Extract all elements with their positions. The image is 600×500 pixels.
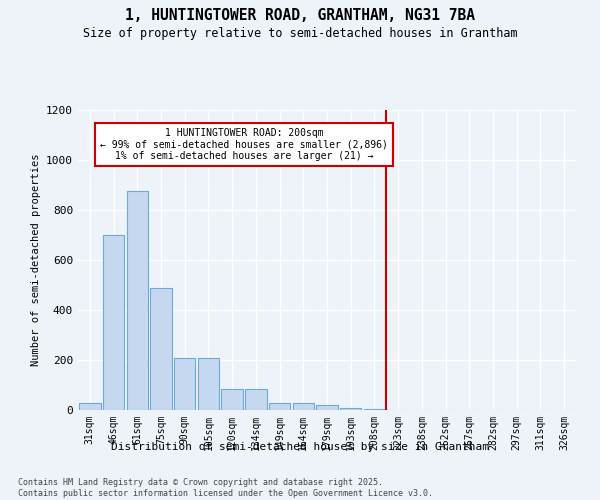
Bar xyxy=(127,191,148,410)
Text: Distribution of semi-detached houses by size in Grantham: Distribution of semi-detached houses by … xyxy=(111,442,489,452)
Bar xyxy=(103,235,124,410)
Bar xyxy=(269,402,290,410)
Text: Size of property relative to semi-detached houses in Grantham: Size of property relative to semi-detach… xyxy=(83,28,517,40)
Bar xyxy=(174,358,196,410)
Text: 1 HUNTINGTOWER ROAD: 200sqm
← 99% of semi-detached houses are smaller (2,896)
1%: 1 HUNTINGTOWER ROAD: 200sqm ← 99% of sem… xyxy=(100,128,388,160)
Bar xyxy=(221,389,243,410)
Bar xyxy=(316,405,338,410)
Bar xyxy=(198,358,219,410)
Y-axis label: Number of semi-detached properties: Number of semi-detached properties xyxy=(31,154,41,366)
Text: 1, HUNTINGTOWER ROAD, GRANTHAM, NG31 7BA: 1, HUNTINGTOWER ROAD, GRANTHAM, NG31 7BA xyxy=(125,8,475,22)
Bar xyxy=(340,408,361,410)
Text: Contains HM Land Registry data © Crown copyright and database right 2025.
Contai: Contains HM Land Registry data © Crown c… xyxy=(18,478,433,498)
Bar xyxy=(79,402,101,410)
Bar xyxy=(293,402,314,410)
Bar xyxy=(245,389,266,410)
Bar xyxy=(364,409,385,410)
Bar xyxy=(151,288,172,410)
